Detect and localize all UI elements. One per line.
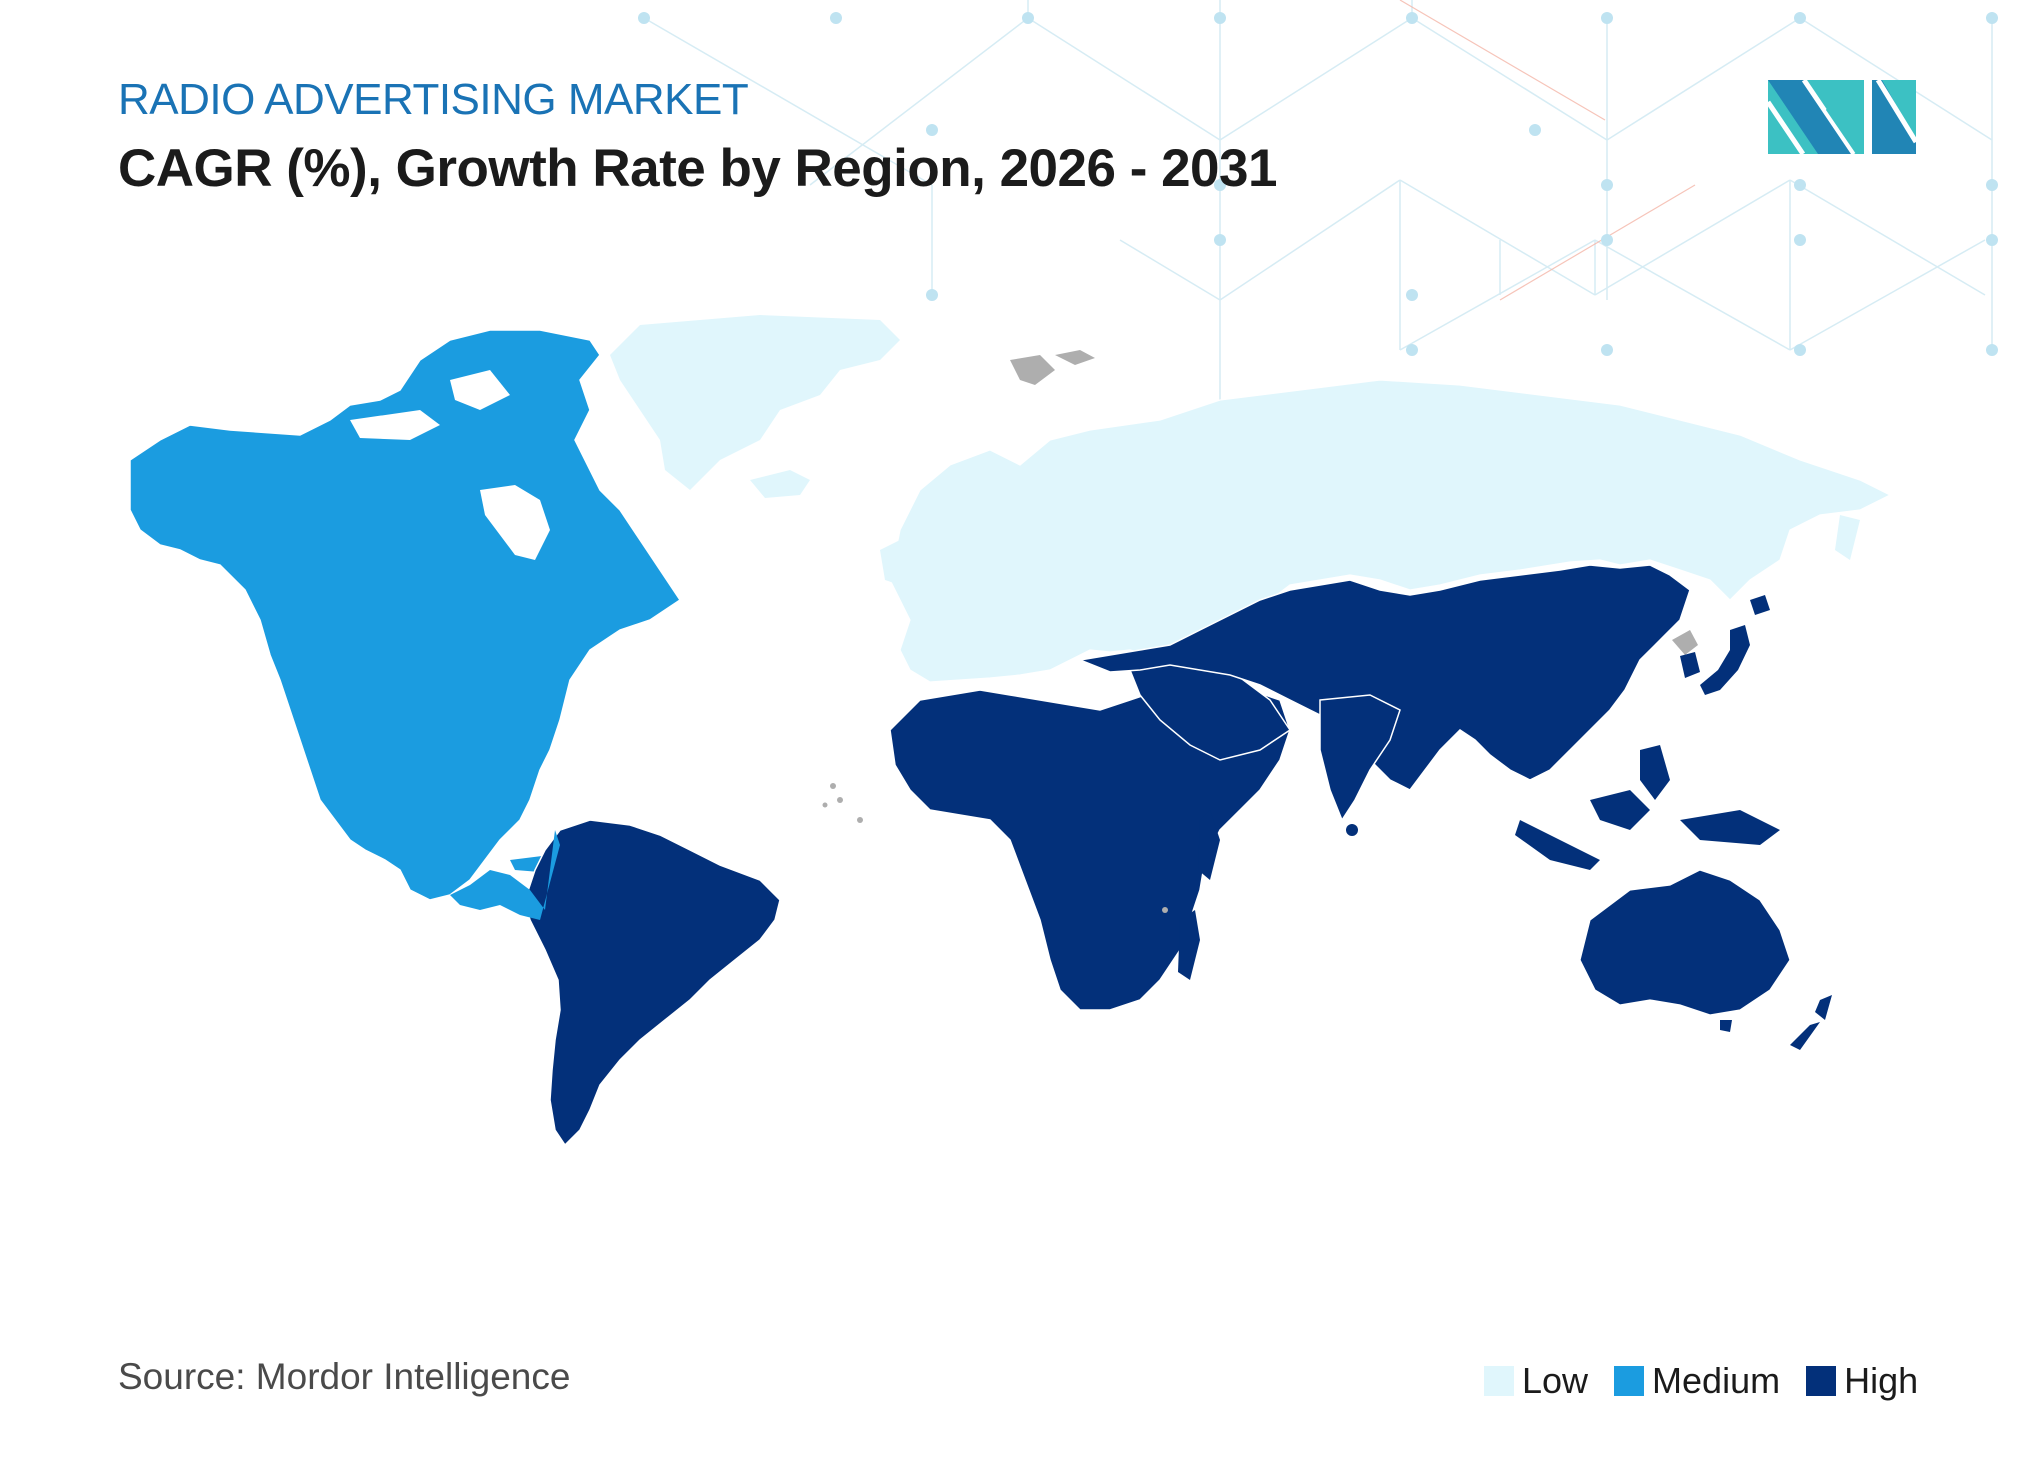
region-south-america[interactable] (524, 819, 781, 1147)
legend-item-medium: Medium (1614, 1360, 1780, 1402)
region-europe-russia[interactable] (889, 379, 1892, 683)
region-japan[interactable] (1700, 595, 1770, 695)
region-north-korea-no-data (1672, 630, 1698, 655)
legend-swatch-medium (1614, 1366, 1645, 1396)
world-choropleth-map (129, 315, 1892, 1147)
market-subtitle: RADIO ADVERTISING MARKET (118, 75, 749, 124)
region-new-zealand[interactable] (1790, 995, 1832, 1050)
legend-label-high: High (1844, 1360, 1919, 1401)
chart-header: RADIO ADVERTISING MARKET CAGR (%), Growt… (118, 72, 1277, 202)
legend-item-low: Low (1484, 1360, 1588, 1402)
background-network-pattern (638, 0, 1998, 400)
source-label: Source: Mordor Intelligence (118, 1356, 571, 1397)
legend-label-low: Low (1522, 1360, 1589, 1401)
region-greenland[interactable] (610, 315, 900, 490)
legend-item-high: High (1806, 1360, 1918, 1402)
region-north-america[interactable] (129, 329, 682, 901)
region-atlantic-islands-no-data (822, 783, 1168, 913)
legend-swatch-low (1484, 1366, 1514, 1396)
chart-title: CAGR (%), Growth Rate by Region, 2026 - … (118, 139, 1277, 198)
region-madagascar[interactable] (1178, 910, 1200, 980)
mordor-intelligence-logo-icon (1768, 80, 1916, 154)
region-central-america[interactable] (450, 830, 560, 920)
region-asia[interactable] (1077, 564, 1691, 791)
region-iceland[interactable] (750, 470, 810, 498)
legend-swatch-high (1806, 1366, 1837, 1396)
region-australia[interactable] (1579, 869, 1791, 1016)
map-legend: Low Medium High (1484, 1360, 1918, 1402)
region-svalbard-no-data (1010, 350, 1095, 385)
legend-label-medium: Medium (1652, 1360, 1781, 1401)
